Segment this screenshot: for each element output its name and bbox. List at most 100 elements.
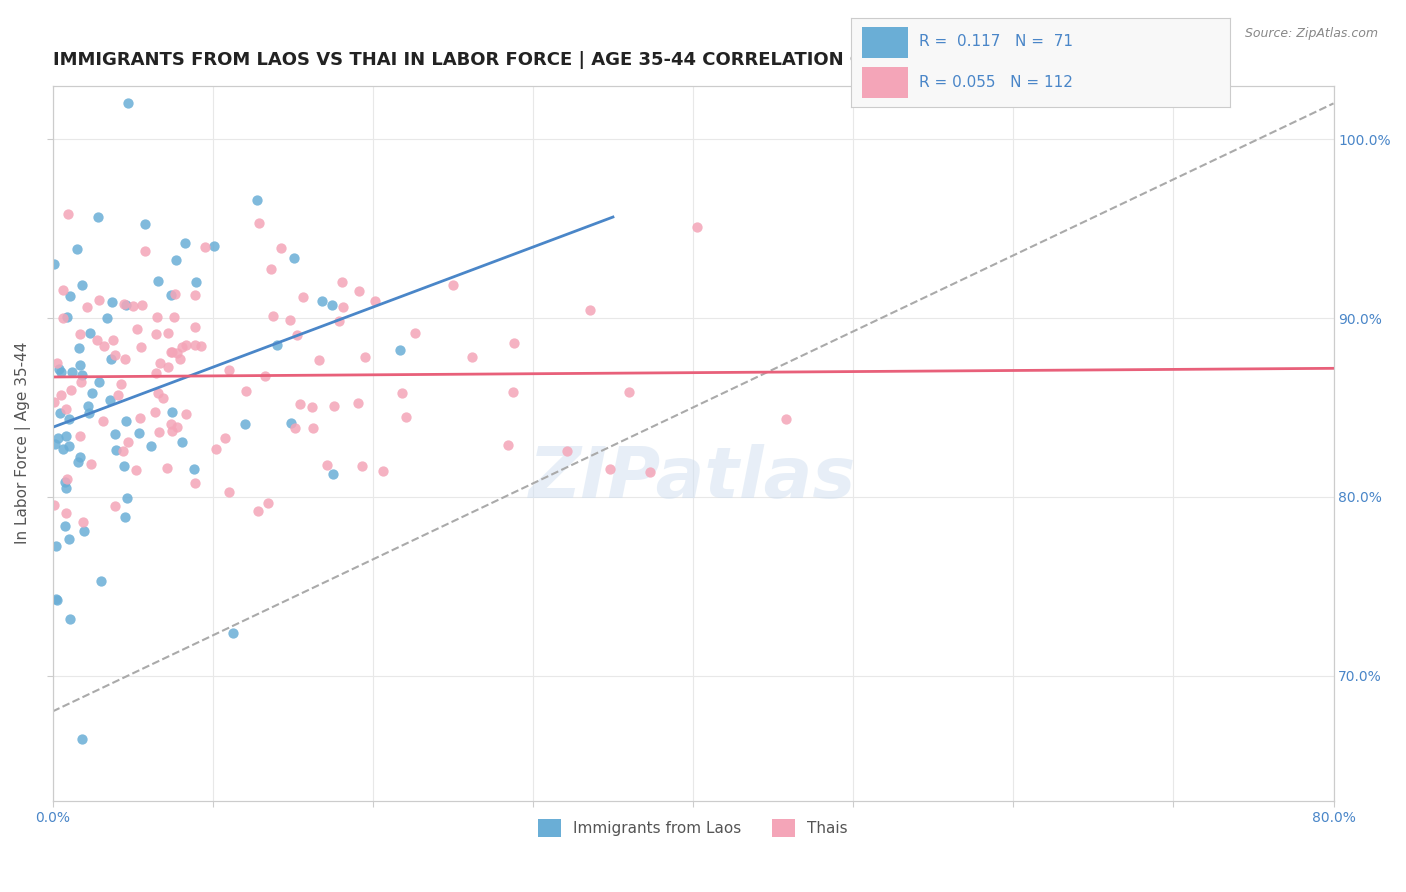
Point (131, 298, 153, 312)
Point (404, 326, 426, 340)
Y-axis label: In Labor Force | Age 35-44: In Labor Force | Age 35-44 (15, 342, 31, 544)
Point (247, 504, 270, 518)
Point (354, 350, 377, 364)
Point (441, 277, 464, 292)
Point (80, 385, 103, 400)
Point (262, 310, 284, 324)
Point (599, 462, 621, 476)
Point (617, 385, 640, 400)
Point (60, 365, 83, 379)
Point (165, 252, 187, 267)
Point (69, 358, 91, 372)
Point (160, 404, 183, 418)
Bar (862, 27, 908, 58)
Point (122, 299, 145, 313)
Point (202, 238, 225, 252)
Point (70, 278, 93, 293)
Point (104, 499, 127, 513)
Point (145, 326, 167, 341)
Point (388, 343, 411, 358)
Point (301, 421, 323, 435)
Point (87, 293, 110, 307)
Point (134, 217, 156, 231)
Point (65, 242, 87, 256)
Point (301, 400, 323, 414)
Point (117, 96, 139, 111)
Point (347, 284, 370, 298)
Point (184, 320, 207, 334)
Point (60, 383, 83, 397)
Point (86, 333, 108, 347)
Point (775, 412, 797, 426)
Point (66, 455, 89, 469)
Point (44, 437, 66, 451)
Point (502, 385, 524, 400)
Point (184, 287, 207, 301)
Point (184, 275, 207, 289)
Point (58, 439, 80, 453)
Point (190, 339, 212, 353)
Point (247, 216, 270, 230)
Point (58, 412, 80, 426)
Point (117, 491, 139, 505)
Point (104, 348, 127, 362)
Point (96, 311, 118, 326)
Point (87, 210, 110, 224)
Point (101, 295, 124, 310)
Point (194, 240, 217, 254)
Point (174, 338, 197, 352)
Point (172, 340, 194, 354)
Text: IMMIGRANTS FROM LAOS VS THAI IN LABOR FORCE | AGE 35-44 CORRELATION CHART: IMMIGRANTS FROM LAOS VS THAI IN LABOR FO… (52, 51, 917, 69)
Point (152, 391, 174, 405)
Point (352, 459, 374, 474)
Point (330, 275, 353, 289)
Point (49, 365, 72, 379)
Point (100, 351, 122, 366)
Point (49, 387, 72, 401)
Point (222, 626, 245, 640)
Point (173, 236, 195, 251)
Point (56, 310, 79, 324)
Point (134, 244, 156, 258)
Point (70, 368, 93, 382)
Point (125, 463, 148, 477)
Point (183, 475, 205, 490)
Text: ZIPatlas: ZIPatlas (529, 444, 856, 514)
Point (373, 464, 395, 478)
Bar (862, 67, 908, 98)
Point (347, 395, 370, 409)
Point (93, 338, 115, 352)
Point (260, 261, 283, 276)
Point (76, 399, 98, 413)
Point (285, 327, 308, 342)
Point (149, 356, 172, 370)
Point (52, 311, 75, 326)
Text: R = 0.055   N = 112: R = 0.055 N = 112 (920, 75, 1073, 89)
Point (246, 193, 269, 207)
Point (46, 593, 69, 607)
Point (56, 207, 79, 221)
Point (322, 400, 344, 414)
Point (496, 438, 519, 452)
Point (110, 376, 132, 391)
Point (163, 310, 186, 325)
Point (146, 310, 169, 325)
Point (311, 293, 333, 308)
Point (328, 314, 350, 328)
Point (42, 498, 65, 512)
Point (69, 326, 91, 341)
Point (183, 462, 205, 476)
Text: Source: ZipAtlas.com: Source: ZipAtlas.com (1244, 27, 1378, 40)
Point (98, 392, 121, 407)
Text: R =  0.117   N =  71: R = 0.117 N = 71 (920, 35, 1073, 49)
Point (101, 333, 124, 347)
Point (160, 288, 183, 302)
Point (322, 467, 344, 481)
Point (52, 442, 75, 457)
Point (160, 344, 183, 359)
Point (640, 466, 662, 480)
Point (205, 442, 228, 457)
Point (55, 506, 77, 520)
Point (42, 395, 65, 409)
Point (115, 414, 138, 428)
